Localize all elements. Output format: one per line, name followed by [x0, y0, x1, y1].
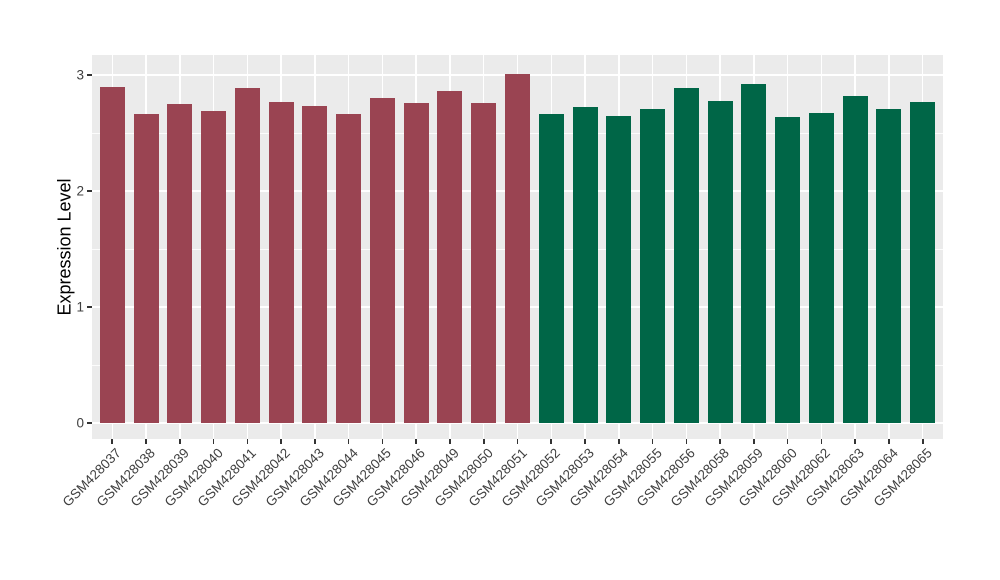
bar-GSM428044 [336, 114, 362, 423]
x-tick-mark [820, 439, 823, 444]
x-tick-mark [786, 439, 789, 444]
x-tick-mark [179, 439, 181, 444]
bar-GSM428062 [808, 113, 834, 423]
x-tick-mark [111, 439, 114, 444]
x-tick-mark [212, 439, 215, 444]
x-tick-mark [719, 439, 721, 444]
y-tick-label: 0 [76, 415, 84, 431]
x-tick-mark [618, 439, 620, 444]
bar-GSM428037 [99, 86, 125, 423]
x-tick-mark [482, 439, 485, 444]
bar-GSM428054 [606, 115, 632, 423]
bar-GSM428039 [167, 104, 193, 423]
x-tick-mark [584, 439, 586, 444]
bar-GSM428053 [572, 107, 598, 423]
y-tick-label: 1 [76, 299, 84, 315]
bar-GSM428064 [876, 108, 902, 423]
x-tick-mark [347, 439, 350, 444]
x-tick-mark [381, 439, 384, 444]
y-tick-mark [87, 74, 92, 76]
x-tick-mark [449, 439, 451, 444]
bar-GSM428050 [471, 102, 497, 423]
x-tick-mark [415, 439, 417, 444]
bar-GSM428065 [910, 101, 936, 423]
bar-GSM428052 [538, 114, 564, 423]
bar-GSM428059 [741, 84, 767, 423]
bar-GSM428041 [234, 87, 260, 423]
bar-GSM428046 [403, 102, 429, 423]
bar-GSM428049 [437, 91, 463, 423]
bar-GSM428038 [133, 114, 159, 423]
x-tick-mark [516, 439, 519, 444]
y-tick-mark [87, 422, 92, 424]
x-tick-mark [753, 439, 755, 444]
x-tick-mark [685, 439, 688, 444]
x-tick-mark [888, 439, 890, 444]
bar-GSM428060 [775, 116, 801, 423]
bar-GSM428058 [707, 100, 733, 423]
bar-GSM428045 [369, 98, 395, 423]
y-tick-label: 2 [76, 183, 84, 199]
x-tick-mark [550, 439, 553, 444]
x-tick-mark [651, 439, 654, 444]
bar-GSM428055 [640, 108, 666, 423]
x-tick-mark [280, 439, 282, 444]
bar-GSM428043 [302, 106, 328, 423]
bar-GSM428063 [842, 95, 868, 423]
x-tick-mark [246, 439, 249, 444]
x-tick-mark [145, 439, 147, 444]
bar-GSM428051 [505, 73, 530, 423]
x-tick-mark [854, 439, 856, 444]
bar-GSM428040 [201, 110, 227, 423]
bar-GSM428056 [673, 87, 699, 423]
y-tick-mark [87, 306, 92, 308]
x-tick-mark [921, 439, 924, 444]
bar-GSM428042 [268, 101, 294, 423]
x-tick-mark [314, 439, 316, 444]
y-axis-title: Expression Level [54, 178, 75, 316]
y-tick-mark [87, 190, 92, 192]
y-tick-label: 3 [76, 67, 84, 83]
